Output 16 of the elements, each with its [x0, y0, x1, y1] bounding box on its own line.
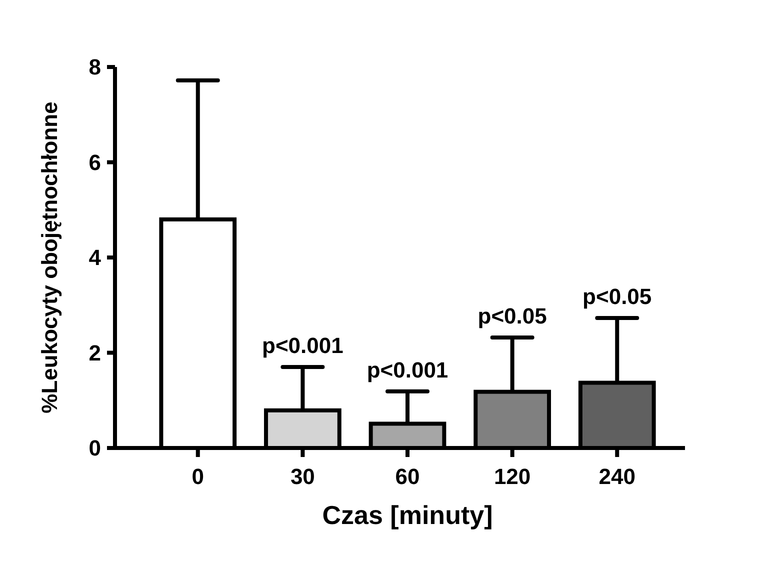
annotation: p<0.05: [582, 284, 652, 309]
annotation: p<0.001: [366, 357, 448, 382]
x-tick-label: 0: [192, 464, 204, 489]
annotation: p<0.001: [262, 333, 344, 358]
x-tick-label: 30: [290, 464, 315, 489]
y-tick-label: 6: [88, 150, 101, 175]
x-axis-title: Czas [minuty]: [322, 500, 493, 530]
y-tick-label: 0: [88, 436, 101, 461]
y-tick-label: 4: [88, 245, 102, 270]
x-tick-label: 240: [598, 464, 636, 489]
x-tick-label: 120: [494, 464, 531, 489]
annotation: p<0.05: [478, 304, 547, 329]
y-tick-label: 2: [88, 340, 101, 366]
y-axis-title: %Leukocyty obojętnochłonne: [37, 102, 62, 414]
y-tick-label: 8: [88, 54, 101, 80]
x-tick-label: 60: [395, 464, 420, 489]
